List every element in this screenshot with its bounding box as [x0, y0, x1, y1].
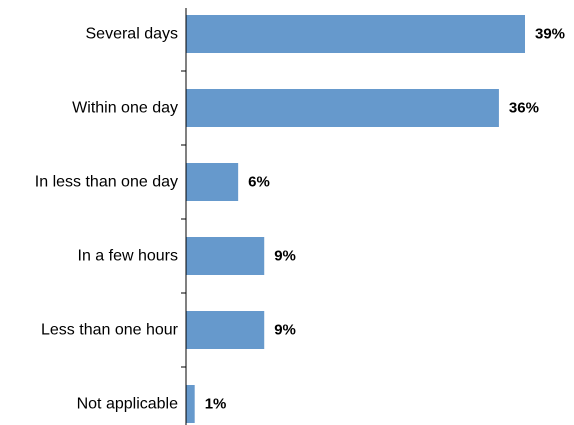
category-label-3: In a few hours [78, 248, 179, 265]
category-label-4: Less than one hour [41, 322, 179, 339]
bar-2 [186, 163, 239, 201]
value-label-0: 39% [535, 26, 565, 43]
bar-0 [186, 15, 525, 53]
bar-5 [186, 385, 195, 423]
bar-4 [186, 311, 265, 349]
value-label-3: 9% [274, 248, 296, 265]
category-label-5: Not applicable [77, 396, 179, 413]
bars [186, 15, 525, 423]
category-label-1: Within one day [72, 100, 178, 117]
value-label-1: 36% [509, 100, 539, 117]
bar-1 [186, 89, 499, 127]
value-label-5: 1% [205, 396, 227, 413]
category-label-2: In less than one day [35, 174, 178, 191]
value-label-4: 9% [274, 322, 296, 339]
labels: Several days 39% Within one day 36% In less … [35, 26, 565, 413]
category-label-0: Several days [86, 26, 179, 43]
value-label-2: 6% [248, 174, 270, 191]
bar-3 [186, 237, 265, 275]
